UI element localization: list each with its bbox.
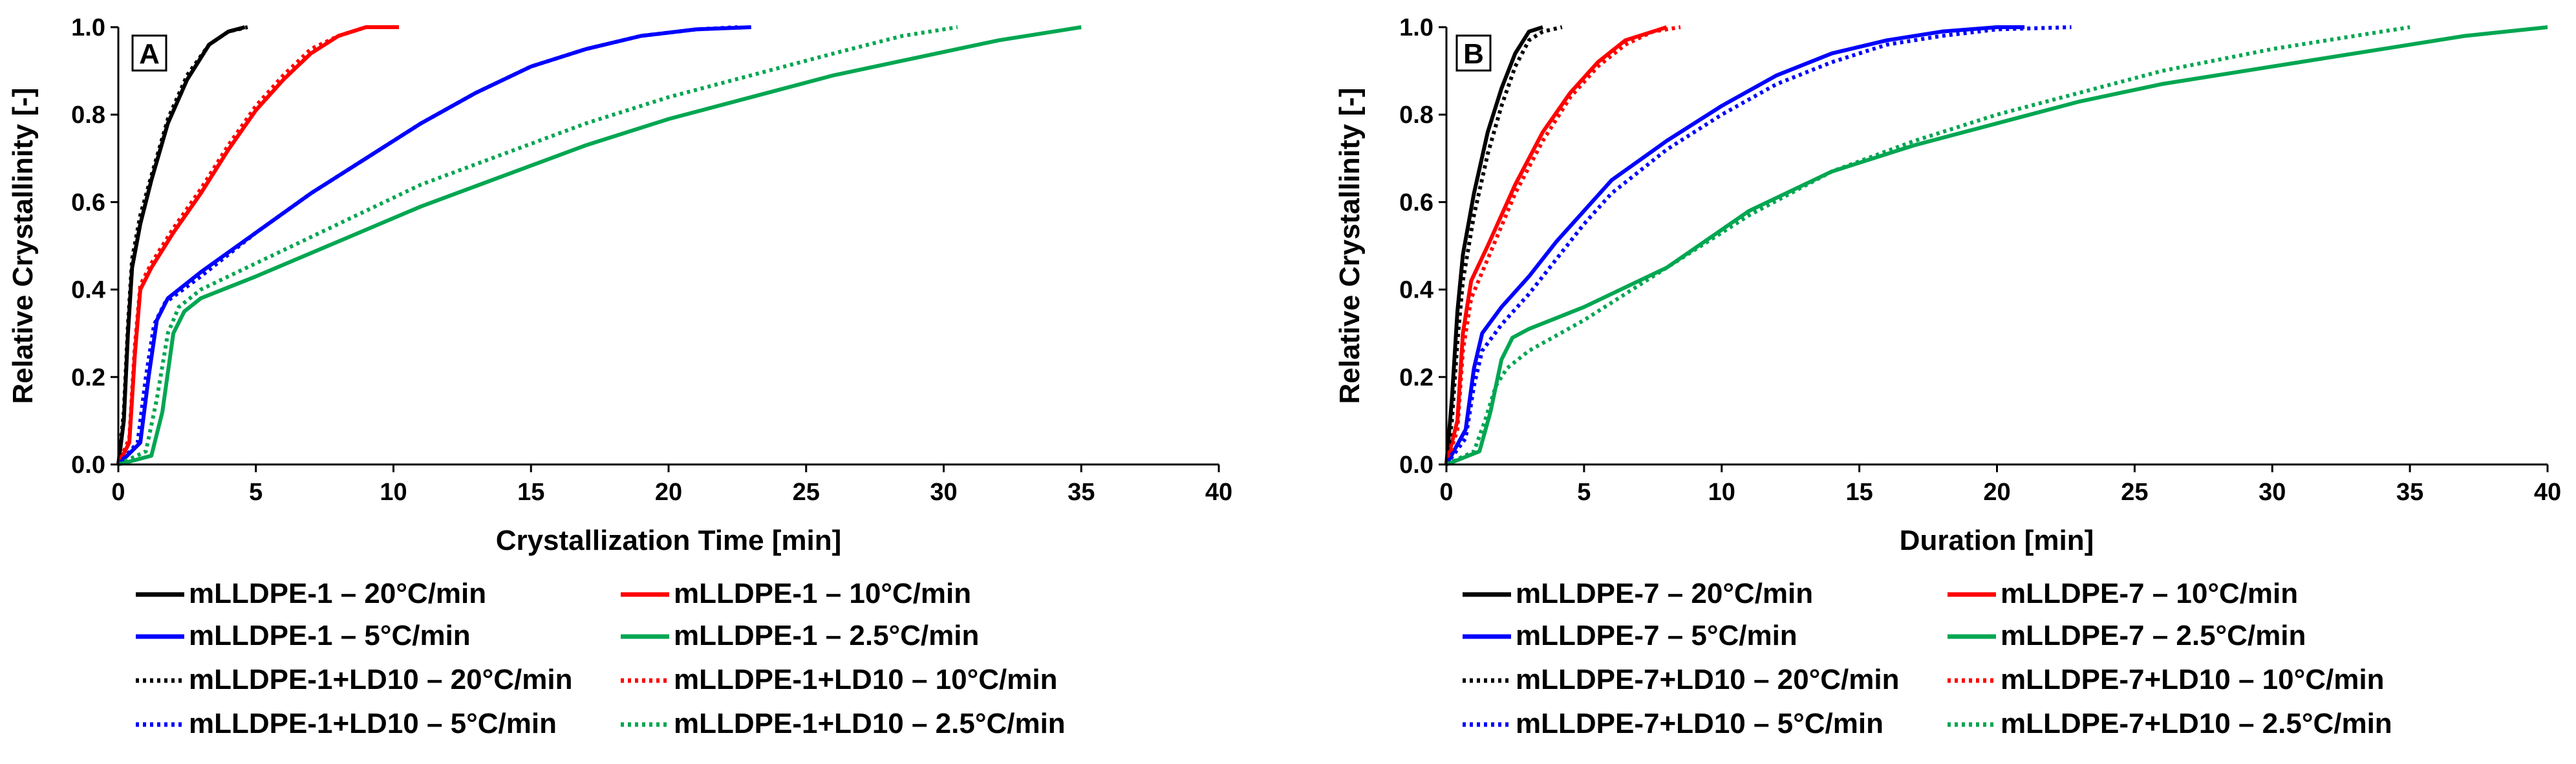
legend-label-3: mLLDPE-1 – 2.5°C/min [674,620,979,651]
y-tick-label: 0.8 [1399,102,1433,129]
x-tick-label: 5 [1577,479,1591,506]
series-line-5 [116,25,394,466]
panel-label-box [1455,34,1492,72]
x-tick-label: 15 [517,479,544,506]
legend-label-0: mLLDPE-1 – 20°C/min [189,578,486,609]
legend-label-6: mLLDPE-1+LD10 – 5°C/min [189,708,557,739]
y-tick-label: 0.0 [1399,452,1433,479]
x-tick-label: 25 [2121,479,2148,506]
series-line-3 [1445,25,2548,466]
legend-label-3: mLLDPE-7 – 2.5°C/min [2001,620,2306,651]
series-line-3 [118,25,1082,466]
legend-label-7: mLLDPE-7+LD10 – 2.5°C/min [2001,708,2392,739]
x-tick-label: 30 [2259,479,2286,506]
legend-label-0: mLLDPE-7 – 20°C/min [1516,578,1813,609]
series-line-6 [116,25,738,466]
x-axis-title: Duration [min] [1900,525,2094,556]
legend-label-7: mLLDPE-1+LD10 – 2.5°C/min [674,708,1066,739]
series-line-7 [1445,25,2410,466]
series-line-7 [117,25,958,466]
y-tick-label: 0.6 [71,189,105,216]
legend-label-4: mLLDPE-7+LD10 – 20°C/min [1516,664,1899,695]
x-tick-label: 25 [793,479,820,506]
panel-label: A [139,38,160,70]
legend-label-1: mLLDPE-1 – 10°C/min [674,578,971,609]
legend: mLLDPE-1 – 20°C/min mLLDPE-1 – 10°C/min mL… [136,578,1066,739]
series-line-1 [116,25,399,466]
x-tick-label: 40 [2534,479,2561,506]
x-tick-label: 20 [655,479,682,506]
y-axis-title: Relative Crystallinity [-] [7,87,39,404]
legend: mLLDPE-7 – 20°C/min mLLDPE-7 – 10°C/min mL… [1463,578,2392,739]
legend-label-2: mLLDPE-1 – 5°C/min [189,620,471,651]
y-tick-label: 1.0 [1399,14,1433,41]
legend-label-5: mLLDPE-1+LD10 – 10°C/min [674,664,1057,695]
series-line-5 [1444,25,1681,465]
panel-a: 0 5 10 15 20 25 30 35 40 0.0 0.2 0.4 0.6 0.8 1.0 A Cry… [7,14,1232,739]
x-tick-label: 35 [1068,479,1095,506]
series-line-4 [1444,25,1563,465]
y-tick-label: 0.6 [1399,189,1433,216]
legend-label-2: mLLDPE-7 – 5°C/min [1516,620,1798,651]
x-axis-title: Crystallization Time [min] [496,525,842,556]
series-line-4 [116,25,248,465]
x-tick-label: 10 [1708,479,1735,506]
x-tick-label: 30 [930,479,957,506]
x-tick-label: 10 [380,479,407,506]
x-tick-label: 0 [1439,479,1453,506]
x-tick-label: 40 [1205,479,1232,506]
panel-label-box [131,34,167,72]
y-tick-label: 0.4 [1399,277,1433,304]
legend-label-6: mLLDPE-7+LD10 – 5°C/min [1516,708,1884,739]
x-tick-label: 0 [111,479,125,506]
legend-label-4: mLLDPE-1+LD10 – 20°C/min [189,664,572,695]
panel-label: B [1463,38,1484,70]
y-tick-label: 0.8 [71,102,105,129]
y-tick-label: 1.0 [71,14,105,41]
series-line-2 [116,25,751,466]
series-line-0 [116,25,246,465]
series-line-6 [1444,25,2072,466]
x-tick-label: 35 [2396,479,2423,506]
series-line-1 [1444,25,1668,465]
x-tick-label: 20 [1983,479,2010,506]
series-line-2 [1444,25,2025,466]
y-tick-label: 0.0 [71,452,105,479]
y-tick-label: 0.2 [1399,364,1433,391]
y-tick-label: 0.2 [71,364,105,391]
y-axis-title: Relative Crystallinity [-] [1334,87,1366,404]
x-tick-label: 5 [249,479,263,506]
panel-b: 0 5 10 15 20 25 30 35 40 0.0 0.2 0.4 0.6 0.8 1.0 B Dur… [1334,14,2561,739]
y-tick-label: 0.4 [71,277,105,304]
x-tick-label: 15 [1845,479,1873,506]
legend-label-5: mLLDPE-7+LD10 – 10°C/min [2001,664,2384,695]
legend-label-1: mLLDPE-7 – 10°C/min [2001,578,2298,609]
